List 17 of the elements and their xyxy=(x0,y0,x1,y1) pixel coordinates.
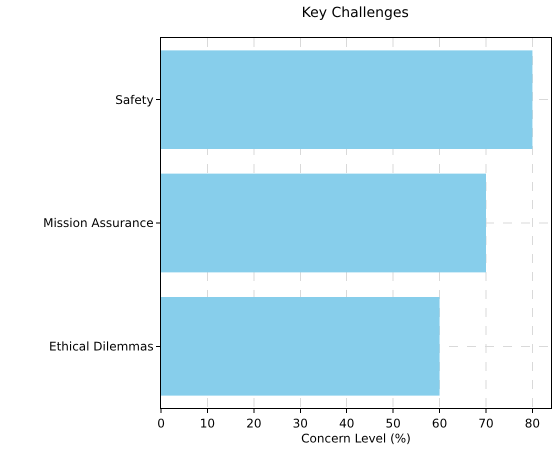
y-tick-label: Safety xyxy=(115,92,154,107)
y-tick-label: Mission Assurance xyxy=(43,216,154,230)
x-tick-label: 60 xyxy=(432,416,448,430)
chart-title: Key Challenges xyxy=(302,4,409,21)
x-tick-label: 30 xyxy=(292,416,308,430)
x-tick-label: 70 xyxy=(478,416,494,430)
x-tick-label: 0 xyxy=(157,416,165,430)
x-tick-label: 20 xyxy=(246,416,262,430)
x-axis-title: Concern Level (%) xyxy=(301,431,411,446)
x-tick-label: 10 xyxy=(200,416,216,430)
bar xyxy=(161,297,440,396)
bar xyxy=(161,174,486,272)
x-tick-label: 50 xyxy=(386,416,401,430)
x-tick-label: 40 xyxy=(339,416,354,430)
bar xyxy=(161,50,532,149)
y-tick-label: Ethical Dilemmas xyxy=(48,340,154,354)
x-tick-label: 80 xyxy=(524,416,540,430)
